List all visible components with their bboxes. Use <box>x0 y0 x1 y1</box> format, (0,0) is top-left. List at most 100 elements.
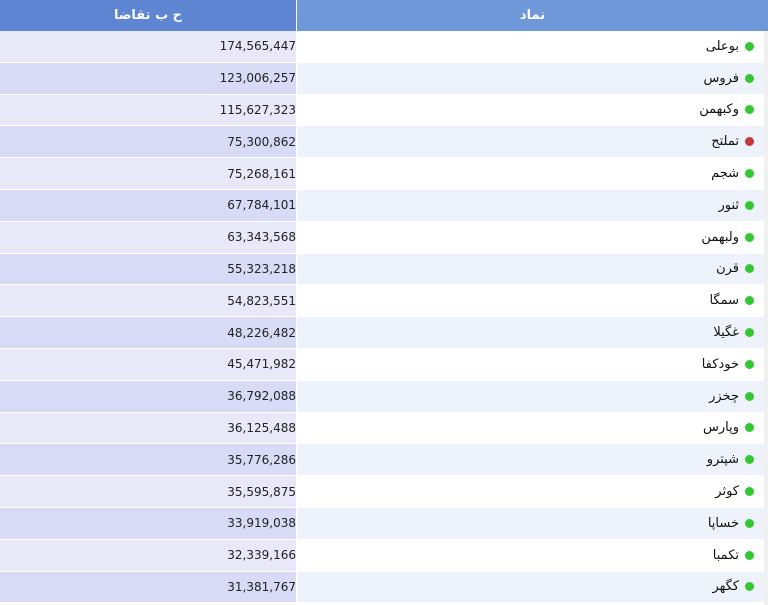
demand-cell: 48,226,482 <box>0 317 296 348</box>
demand-cell: 55,323,218 <box>0 253 296 285</box>
symbol-label[interactable]: شجم <box>711 166 739 182</box>
symbol-cell[interactable]: غگیلا <box>296 317 768 348</box>
status-dot-positive-icon <box>745 41 754 51</box>
symbol-cell[interactable]: کگهر <box>296 571 768 603</box>
table-row[interactable]: شجم 75,268,161 <box>0 158 768 190</box>
demand-cell: 35,776,286 <box>0 444 296 476</box>
demand-value: 75,300,862 <box>227 134 296 149</box>
table-row[interactable]: سمگا 54,823,551 <box>0 285 768 318</box>
scrollbar[interactable] <box>764 31 768 605</box>
status-dot-positive-icon <box>745 264 754 274</box>
symbol-label[interactable]: ثنور <box>718 197 739 213</box>
status-dot-positive-icon <box>745 105 754 115</box>
symbol-cell[interactable]: خودکفا <box>296 348 768 380</box>
demand-cell: 63,343,568 <box>0 221 296 253</box>
demand-value: 33,919,038 <box>227 516 296 531</box>
symbol-label[interactable]: تکمبا <box>712 547 739 563</box>
symbol-cell[interactable]: شجم <box>296 158 768 189</box>
demand-cell: 32,339,166 <box>0 539 296 571</box>
demand-cell: 75,300,862 <box>0 126 296 158</box>
demand-value: 31,381,767 <box>227 579 296 594</box>
table-row[interactable]: خودکفا 45,471,982 <box>0 348 768 381</box>
demand-value: 123,006,257 <box>219 71 296 86</box>
demand-value: 75,268,161 <box>227 166 296 181</box>
symbol-cell[interactable]: وپارس <box>296 412 768 444</box>
table-row[interactable]: کگهر 31,381,767 <box>0 571 768 604</box>
status-dot-positive-icon <box>745 518 754 528</box>
status-dot-positive-icon <box>745 487 754 497</box>
status-dot-positive-icon <box>745 391 754 401</box>
demand-cell: 67,784,101 <box>0 189 296 221</box>
status-dot-positive-icon <box>745 582 754 592</box>
demand-cell: 36,125,488 <box>0 412 296 444</box>
demand-value: 45,471,982 <box>227 357 296 372</box>
table-row[interactable]: چخزر 36,792,088 <box>0 380 768 413</box>
demand-value: 67,784,101 <box>227 198 296 213</box>
table-body: بوعلی 174,565,447 فروس 123,006,257 وکبهمن 115… <box>0 31 768 604</box>
table-row[interactable]: شپترو 35,776,286 <box>0 444 768 477</box>
table-row[interactable]: فروس 123,006,257 <box>0 62 768 95</box>
symbol-cell[interactable]: سمگا <box>296 285 768 317</box>
table-row[interactable]: وکبهمن 115,627,323 <box>0 94 768 127</box>
status-dot-positive-icon <box>745 359 754 369</box>
table-row[interactable]: تملتح 75,300,862 <box>0 126 768 159</box>
symbol-cell[interactable]: بوعلی <box>296 31 768 62</box>
demand-cell: 35,595,875 <box>0 476 296 507</box>
symbol-cell[interactable]: قرن <box>296 253 768 285</box>
demand-value: 115,627,323 <box>219 102 296 117</box>
symbol-label[interactable]: خودکفا <box>701 356 739 372</box>
symbol-cell[interactable]: خساپا <box>296 507 768 539</box>
symbol-cell[interactable]: کوثر <box>296 476 768 507</box>
table-row[interactable]: تکمبا 32,339,166 <box>0 539 768 572</box>
symbol-label[interactable]: کوثر <box>715 484 739 500</box>
symbol-label[interactable]: سمگا <box>709 293 739 309</box>
table-row[interactable]: ولبهمن 63,343,568 <box>0 221 768 254</box>
demand-value: 35,595,875 <box>227 484 296 499</box>
demand-cell: 33,919,038 <box>0 507 296 539</box>
status-dot-positive-icon <box>745 200 754 210</box>
symbol-label[interactable]: بوعلی <box>705 38 739 54</box>
symbol-label[interactable]: خساپا <box>707 515 739 531</box>
demand-cell: 75,268,161 <box>0 158 296 189</box>
demand-value: 174,565,447 <box>219 39 296 54</box>
symbol-cell[interactable]: تملتح <box>296 126 768 158</box>
table-row[interactable]: وپارس 36,125,488 <box>0 412 768 445</box>
symbol-label[interactable]: وپارس <box>702 420 739 436</box>
symbol-label[interactable]: قرن <box>716 261 739 277</box>
status-dot-positive-icon <box>745 423 754 433</box>
table-row[interactable]: بوعلی 174,565,447 <box>0 31 768 63</box>
table-row[interactable]: کوثر 35,595,875 <box>0 476 768 508</box>
symbol-cell[interactable]: تکمبا <box>296 539 768 571</box>
table-row[interactable]: غگیلا 48,226,482 <box>0 317 768 349</box>
column-header-symbol[interactable]: نماد <box>296 0 768 31</box>
table-row[interactable]: خساپا 33,919,038 <box>0 507 768 540</box>
demand-value: 63,343,568 <box>227 230 296 245</box>
symbol-cell[interactable]: چخزر <box>296 380 768 412</box>
demand-cell: 54,823,551 <box>0 285 296 317</box>
symbol-cell[interactable]: شپترو <box>296 444 768 476</box>
demand-value: 55,323,218 <box>227 261 296 276</box>
status-dot-negative-icon <box>745 137 754 147</box>
symbol-cell[interactable]: ولبهمن <box>296 221 768 253</box>
table-row[interactable]: قرن 55,323,218 <box>0 253 768 286</box>
symbol-label[interactable]: تملتح <box>711 134 739 150</box>
status-dot-positive-icon <box>745 455 754 465</box>
symbol-label[interactable]: چخزر <box>709 388 739 404</box>
symbol-cell[interactable]: فروس <box>296 62 768 94</box>
symbol-label[interactable]: کگهر <box>712 579 739 595</box>
column-header-demand[interactable]: ح ب تقاضا <box>0 0 296 31</box>
symbol-cell[interactable]: ثنور <box>296 189 768 221</box>
demand-value: 54,823,551 <box>227 293 296 308</box>
table-row[interactable]: ثنور 67,784,101 <box>0 189 768 222</box>
symbol-label[interactable]: ولبهمن <box>701 229 739 245</box>
symbol-cell[interactable]: وکبهمن <box>296 94 768 126</box>
demand-cell: 115,627,323 <box>0 94 296 126</box>
demand-value: 32,339,166 <box>227 548 296 563</box>
status-dot-positive-icon <box>745 328 754 338</box>
symbol-label[interactable]: شپترو <box>706 452 739 468</box>
symbol-label[interactable]: وکبهمن <box>699 102 739 118</box>
demand-value: 36,792,088 <box>227 389 296 404</box>
status-dot-positive-icon <box>745 232 754 242</box>
symbol-label[interactable]: غگیلا <box>713 325 739 341</box>
symbol-label[interactable]: فروس <box>703 70 739 86</box>
